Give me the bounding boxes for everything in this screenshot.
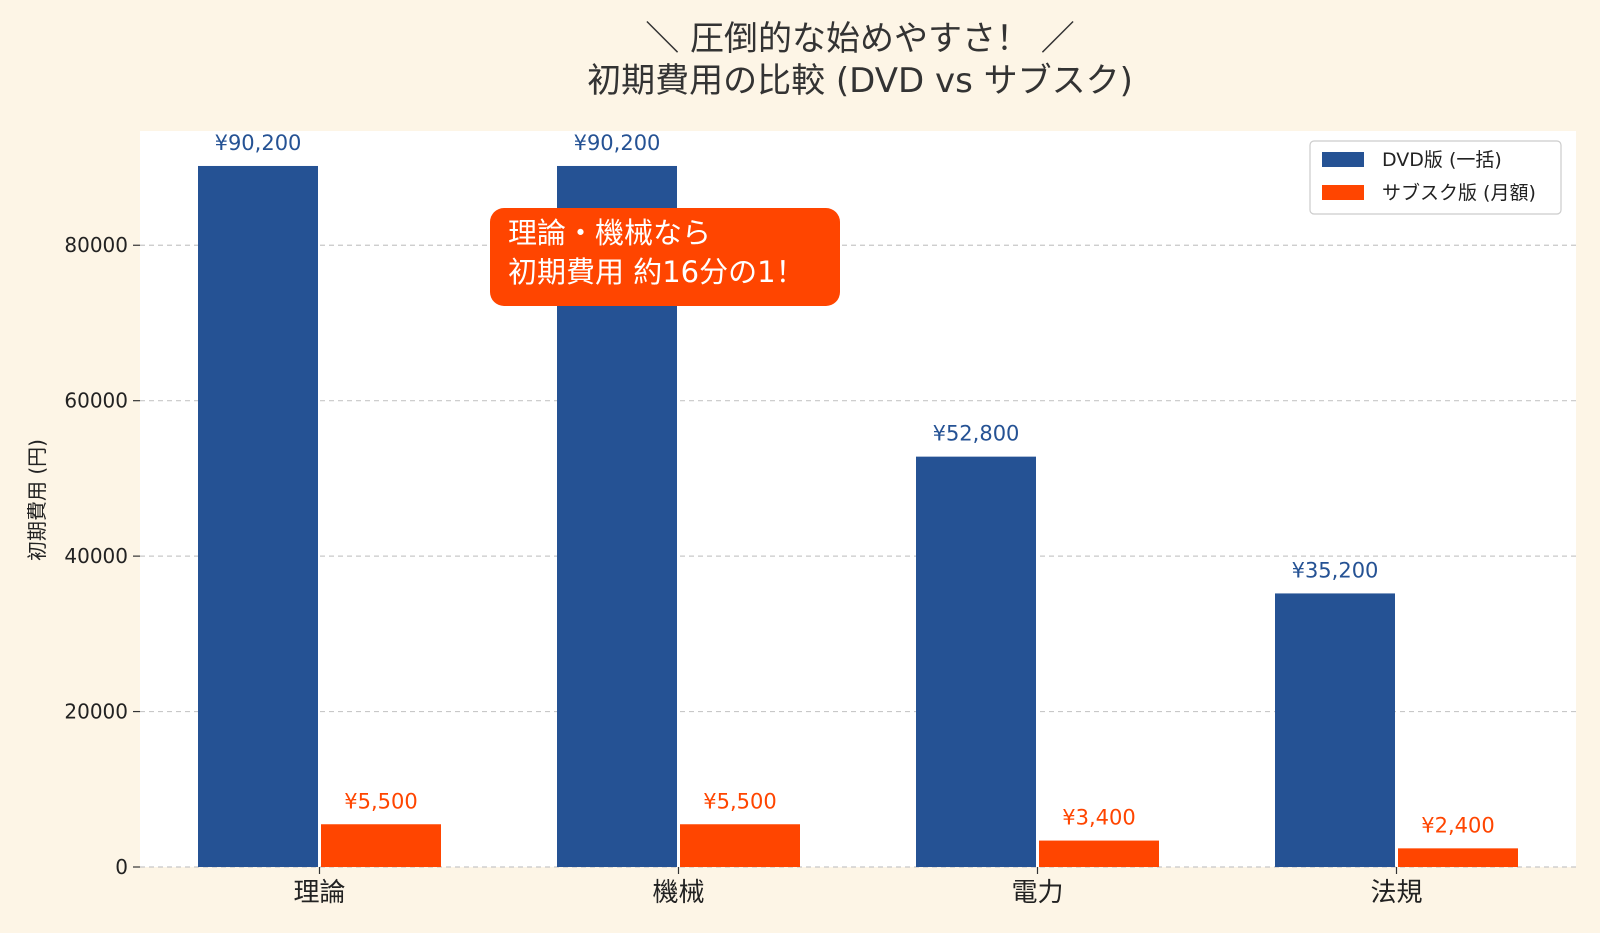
value-label-dvd: ¥90,200 bbox=[215, 131, 302, 155]
value-label-dvd: ¥35,200 bbox=[1292, 558, 1379, 582]
y-tick-label: 0 bbox=[115, 855, 128, 879]
bars bbox=[198, 165, 1518, 867]
bar-value-labels: ¥90,200 ¥5,500 ¥90,200 ¥5,500 ¥52,800 ¥3,400 ¥… bbox=[215, 131, 1495, 837]
bar-subscription bbox=[1398, 848, 1518, 867]
legend-frame bbox=[1309, 140, 1562, 215]
value-label-subscription: ¥5,500 bbox=[344, 789, 417, 813]
y-tick-label: 20000 bbox=[64, 700, 128, 724]
value-label-dvd: ¥52,800 bbox=[933, 422, 1020, 446]
value-label-subscription: ¥3,400 bbox=[1062, 806, 1135, 830]
chart-title-line-2: 初期費用の比較 (DVD vs サブスク) bbox=[587, 61, 1133, 101]
y-tick-label: 40000 bbox=[64, 544, 128, 568]
y-axis: 0 20000 40000 60000 80000 bbox=[64, 233, 140, 879]
x-axis: 理論 機械 電力 法規 bbox=[293, 867, 1423, 908]
value-label-dvd: ¥90,200 bbox=[574, 131, 661, 155]
bar-dvd bbox=[198, 165, 318, 867]
x-tick-label: 理論 bbox=[293, 878, 345, 908]
bar-subscription bbox=[680, 824, 800, 867]
x-tick-label: 法規 bbox=[1370, 878, 1422, 908]
y-tick-label: 80000 bbox=[64, 233, 128, 257]
y-tick-label: 60000 bbox=[64, 389, 128, 413]
bar-subscription bbox=[1039, 840, 1159, 867]
y-axis-label: 初期費用 (円) bbox=[25, 439, 49, 561]
legend-label-dvd: DVD版 (一括) bbox=[1382, 149, 1502, 171]
chart-title-line-1: ＼ 圧倒的な始めやすさ！ ／ bbox=[645, 19, 1075, 59]
legend-label-subscription: サブスク版 (月額) bbox=[1382, 181, 1536, 204]
x-tick-label: 電力 bbox=[1011, 878, 1063, 908]
bar-subscription bbox=[321, 824, 441, 867]
callout-annotation: 理論・機械なら 初期費用 約16分の1！ bbox=[490, 208, 840, 306]
x-tick-label: 機械 bbox=[652, 878, 704, 908]
value-label-subscription: ¥2,400 bbox=[1421, 813, 1494, 837]
legend-swatch-subscription bbox=[1322, 185, 1364, 200]
legend-swatch-dvd bbox=[1322, 152, 1364, 167]
value-label-subscription: ¥5,500 bbox=[703, 789, 776, 813]
callout-line-1: 理論・機械なら bbox=[508, 216, 712, 250]
bar-dvd bbox=[916, 456, 1036, 867]
bar-dvd bbox=[1275, 593, 1395, 867]
legend: DVD版 (一括) サブスク版 (月額) bbox=[1309, 140, 1562, 215]
chart-title: ＼ 圧倒的な始めやすさ！ ／ 初期費用の比較 (DVD vs サブスク) bbox=[587, 19, 1133, 101]
callout-line-2: 初期費用 約16分の1！ bbox=[508, 255, 805, 289]
